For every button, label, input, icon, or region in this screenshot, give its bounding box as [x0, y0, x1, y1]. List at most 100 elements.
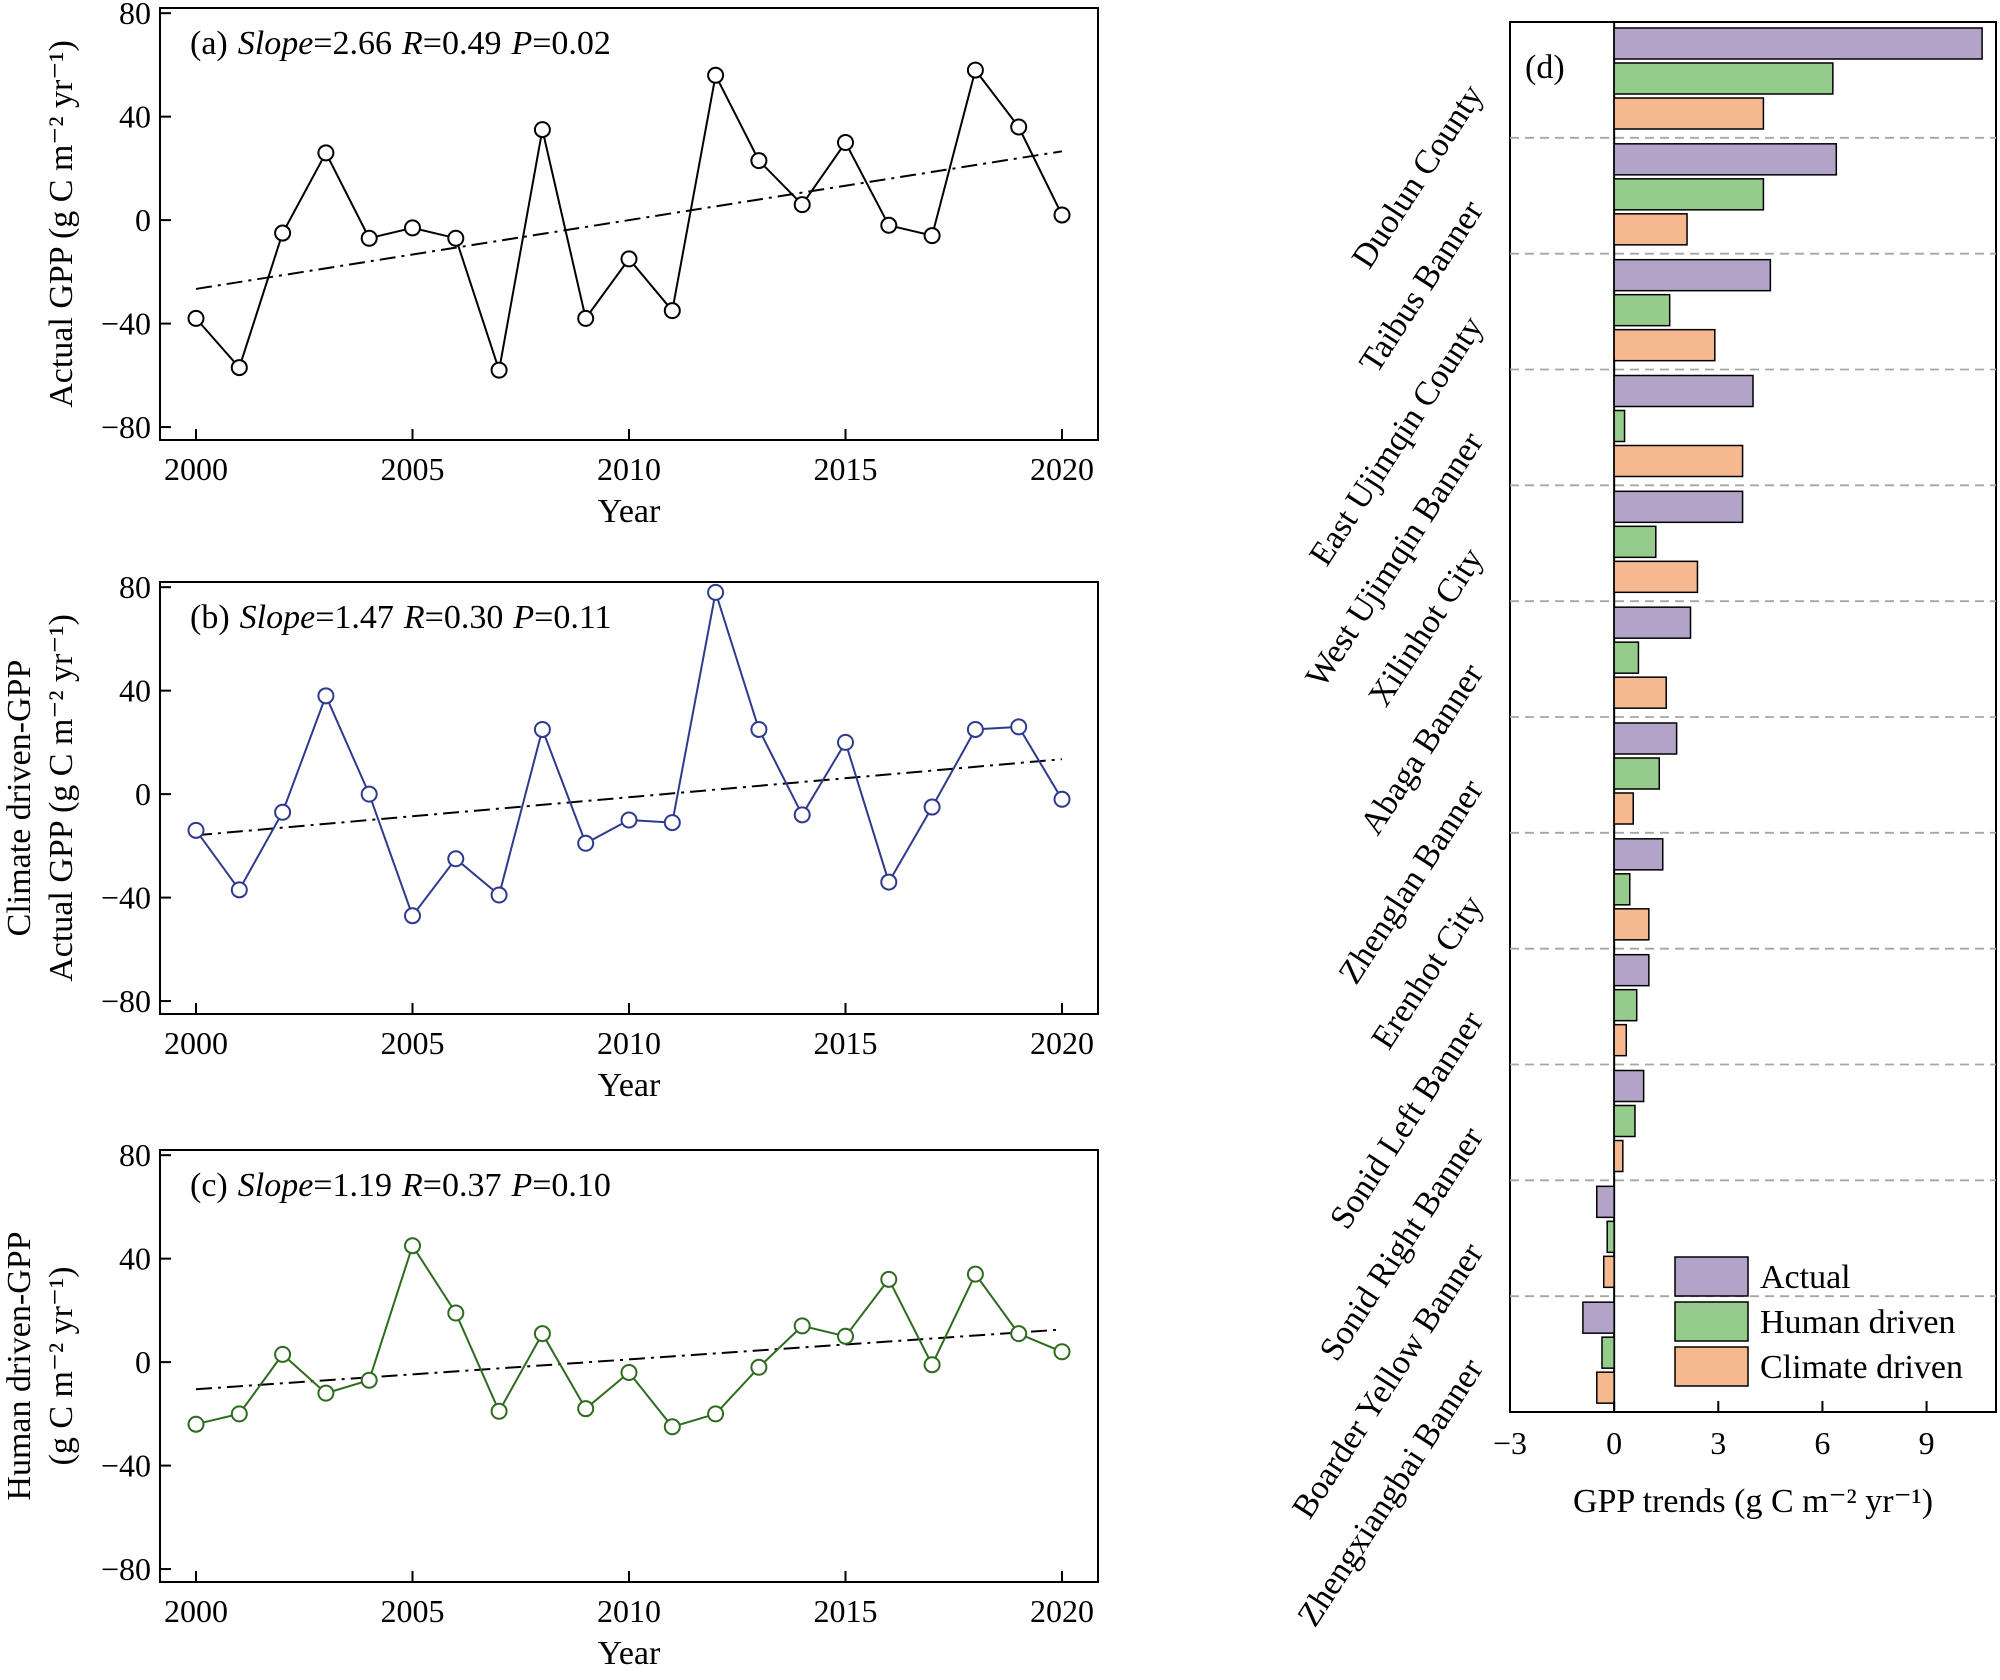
- data-point: [317, 1384, 335, 1402]
- data-point: [577, 834, 595, 852]
- plot-frame: [159, 7, 1099, 441]
- bar-actual: [1613, 838, 1664, 871]
- legend-label: Human driven: [1760, 1304, 1955, 1341]
- data-point: [620, 250, 638, 268]
- panel-b-line-chart: −80 −40 0 40 80 2000 2005 2010 2015 2020 Year Clima…: [1, 569, 1099, 1104]
- p-label: P: [512, 599, 534, 636]
- data-point: [230, 881, 248, 899]
- data-point: [966, 61, 984, 79]
- slope-label: Slope: [240, 599, 316, 636]
- bar-climate-driven: [1613, 328, 1716, 362]
- bar-human-driven: [1613, 757, 1661, 790]
- panel-label: (c): [190, 1167, 228, 1204]
- bar-climate-driven: [1613, 792, 1634, 825]
- data-point: [490, 886, 508, 904]
- x-tick-label: 2005: [381, 451, 445, 487]
- legend-swatch: [1674, 1256, 1749, 1297]
- y-axis-label: Human driven-GPP: [1, 1231, 38, 1500]
- panel-annotation: (b) Slope=1.47 R=0.30 P=0.11: [190, 599, 612, 636]
- y-axis-label: Climate driven-GPP: [1, 660, 38, 937]
- data-point: [663, 302, 681, 320]
- y-axis-label: Actual GPP (g C m⁻² yr⁻¹): [43, 614, 80, 982]
- data-point: [663, 1418, 681, 1436]
- y-tick-label: −40: [101, 306, 151, 342]
- y-tick-label: −80: [101, 983, 151, 1019]
- data-point: [274, 1345, 292, 1363]
- data-point: [1010, 1325, 1028, 1343]
- slope-value: =1.47: [315, 599, 394, 636]
- x-tick-label: 6: [1814, 1425, 1830, 1461]
- data-point: [447, 1304, 465, 1322]
- data-point: [1053, 1343, 1071, 1361]
- r-value: =0.37: [423, 1167, 502, 1204]
- data-point: [187, 1415, 205, 1433]
- legend-swatch: [1674, 1346, 1749, 1387]
- x-tick-label: 2010: [597, 1593, 661, 1629]
- data-point: [404, 1237, 421, 1255]
- data-point: [620, 1363, 638, 1381]
- r-label: R: [401, 25, 423, 62]
- bar-climate-driven: [1613, 908, 1650, 941]
- slope-value: =2.66: [313, 25, 392, 62]
- y-axis-label: Actual GPP (g C m⁻² yr⁻¹): [43, 40, 80, 408]
- series-line: [195, 591, 1063, 918]
- bar-climate-driven: [1613, 97, 1765, 130]
- p-value: =0.10: [532, 1167, 611, 1204]
- data-point: [750, 1358, 768, 1376]
- bar-actual: [1613, 27, 1983, 60]
- data-point: [966, 1265, 984, 1283]
- x-tick-label: 2000: [164, 1593, 228, 1629]
- bar-human-driven: [1613, 62, 1834, 95]
- trend-line: [195, 758, 1063, 837]
- legend-label: Climate driven: [1760, 1349, 1963, 1386]
- data-point: [490, 1402, 508, 1420]
- data-point: [447, 850, 465, 868]
- trend-line: [195, 1328, 1063, 1391]
- data-point: [1053, 206, 1071, 224]
- x-tick-label: 2015: [814, 451, 878, 487]
- data-point: [620, 811, 638, 829]
- data-point: [274, 224, 292, 242]
- bar-actual: [1613, 258, 1772, 292]
- x-axis-label: Year: [598, 1635, 661, 1672]
- bar-human-driven: [1613, 873, 1631, 906]
- panel-label: (a): [190, 25, 228, 62]
- bar-human-driven: [1606, 1220, 1615, 1254]
- legend-label: Actual: [1760, 1259, 1851, 1296]
- data-point: [1010, 118, 1028, 136]
- data-point: [923, 227, 941, 245]
- x-axis-label: Year: [598, 493, 661, 530]
- bar-human-driven: [1613, 178, 1765, 211]
- data-point: [187, 309, 205, 327]
- x-tick-label: 3: [1710, 1425, 1726, 1461]
- bar-actual: [1613, 953, 1650, 987]
- p-label: P: [510, 1167, 532, 1204]
- x-tick-label: 2020: [1030, 1025, 1094, 1061]
- bar-climate-driven: [1613, 1023, 1628, 1057]
- data-point: [837, 1327, 854, 1345]
- x-tick-label: 2010: [597, 1025, 661, 1061]
- y-axis-label: (g C m⁻² yr⁻¹): [43, 1267, 80, 1466]
- data-point: [360, 1371, 378, 1389]
- y-tick-label: 0: [135, 202, 151, 238]
- category-label: Zhenglan Banner: [1332, 773, 1491, 991]
- data-point: [317, 687, 335, 705]
- data-point: [577, 309, 595, 327]
- x-tick-label: 2005: [381, 1025, 445, 1061]
- data-point: [793, 196, 811, 214]
- panel-label: (b): [190, 599, 230, 636]
- x-tick-label: −3: [1493, 1425, 1527, 1461]
- y-tick-label: −80: [101, 409, 151, 445]
- x-tick-label: 2015: [814, 1025, 878, 1061]
- y-tick-label: −40: [101, 880, 151, 916]
- data-point: [923, 1356, 941, 1374]
- panel-annotation: (c) Slope=1.19 R=0.37 P=0.10: [190, 1167, 611, 1204]
- r-value: =0.30: [425, 599, 504, 636]
- trend-line: [195, 150, 1063, 290]
- bar-actual: [1613, 143, 1838, 176]
- data-point: [490, 361, 508, 379]
- data-point: [880, 216, 898, 234]
- x-tick-label: 2010: [597, 451, 661, 487]
- data-point: [966, 720, 984, 738]
